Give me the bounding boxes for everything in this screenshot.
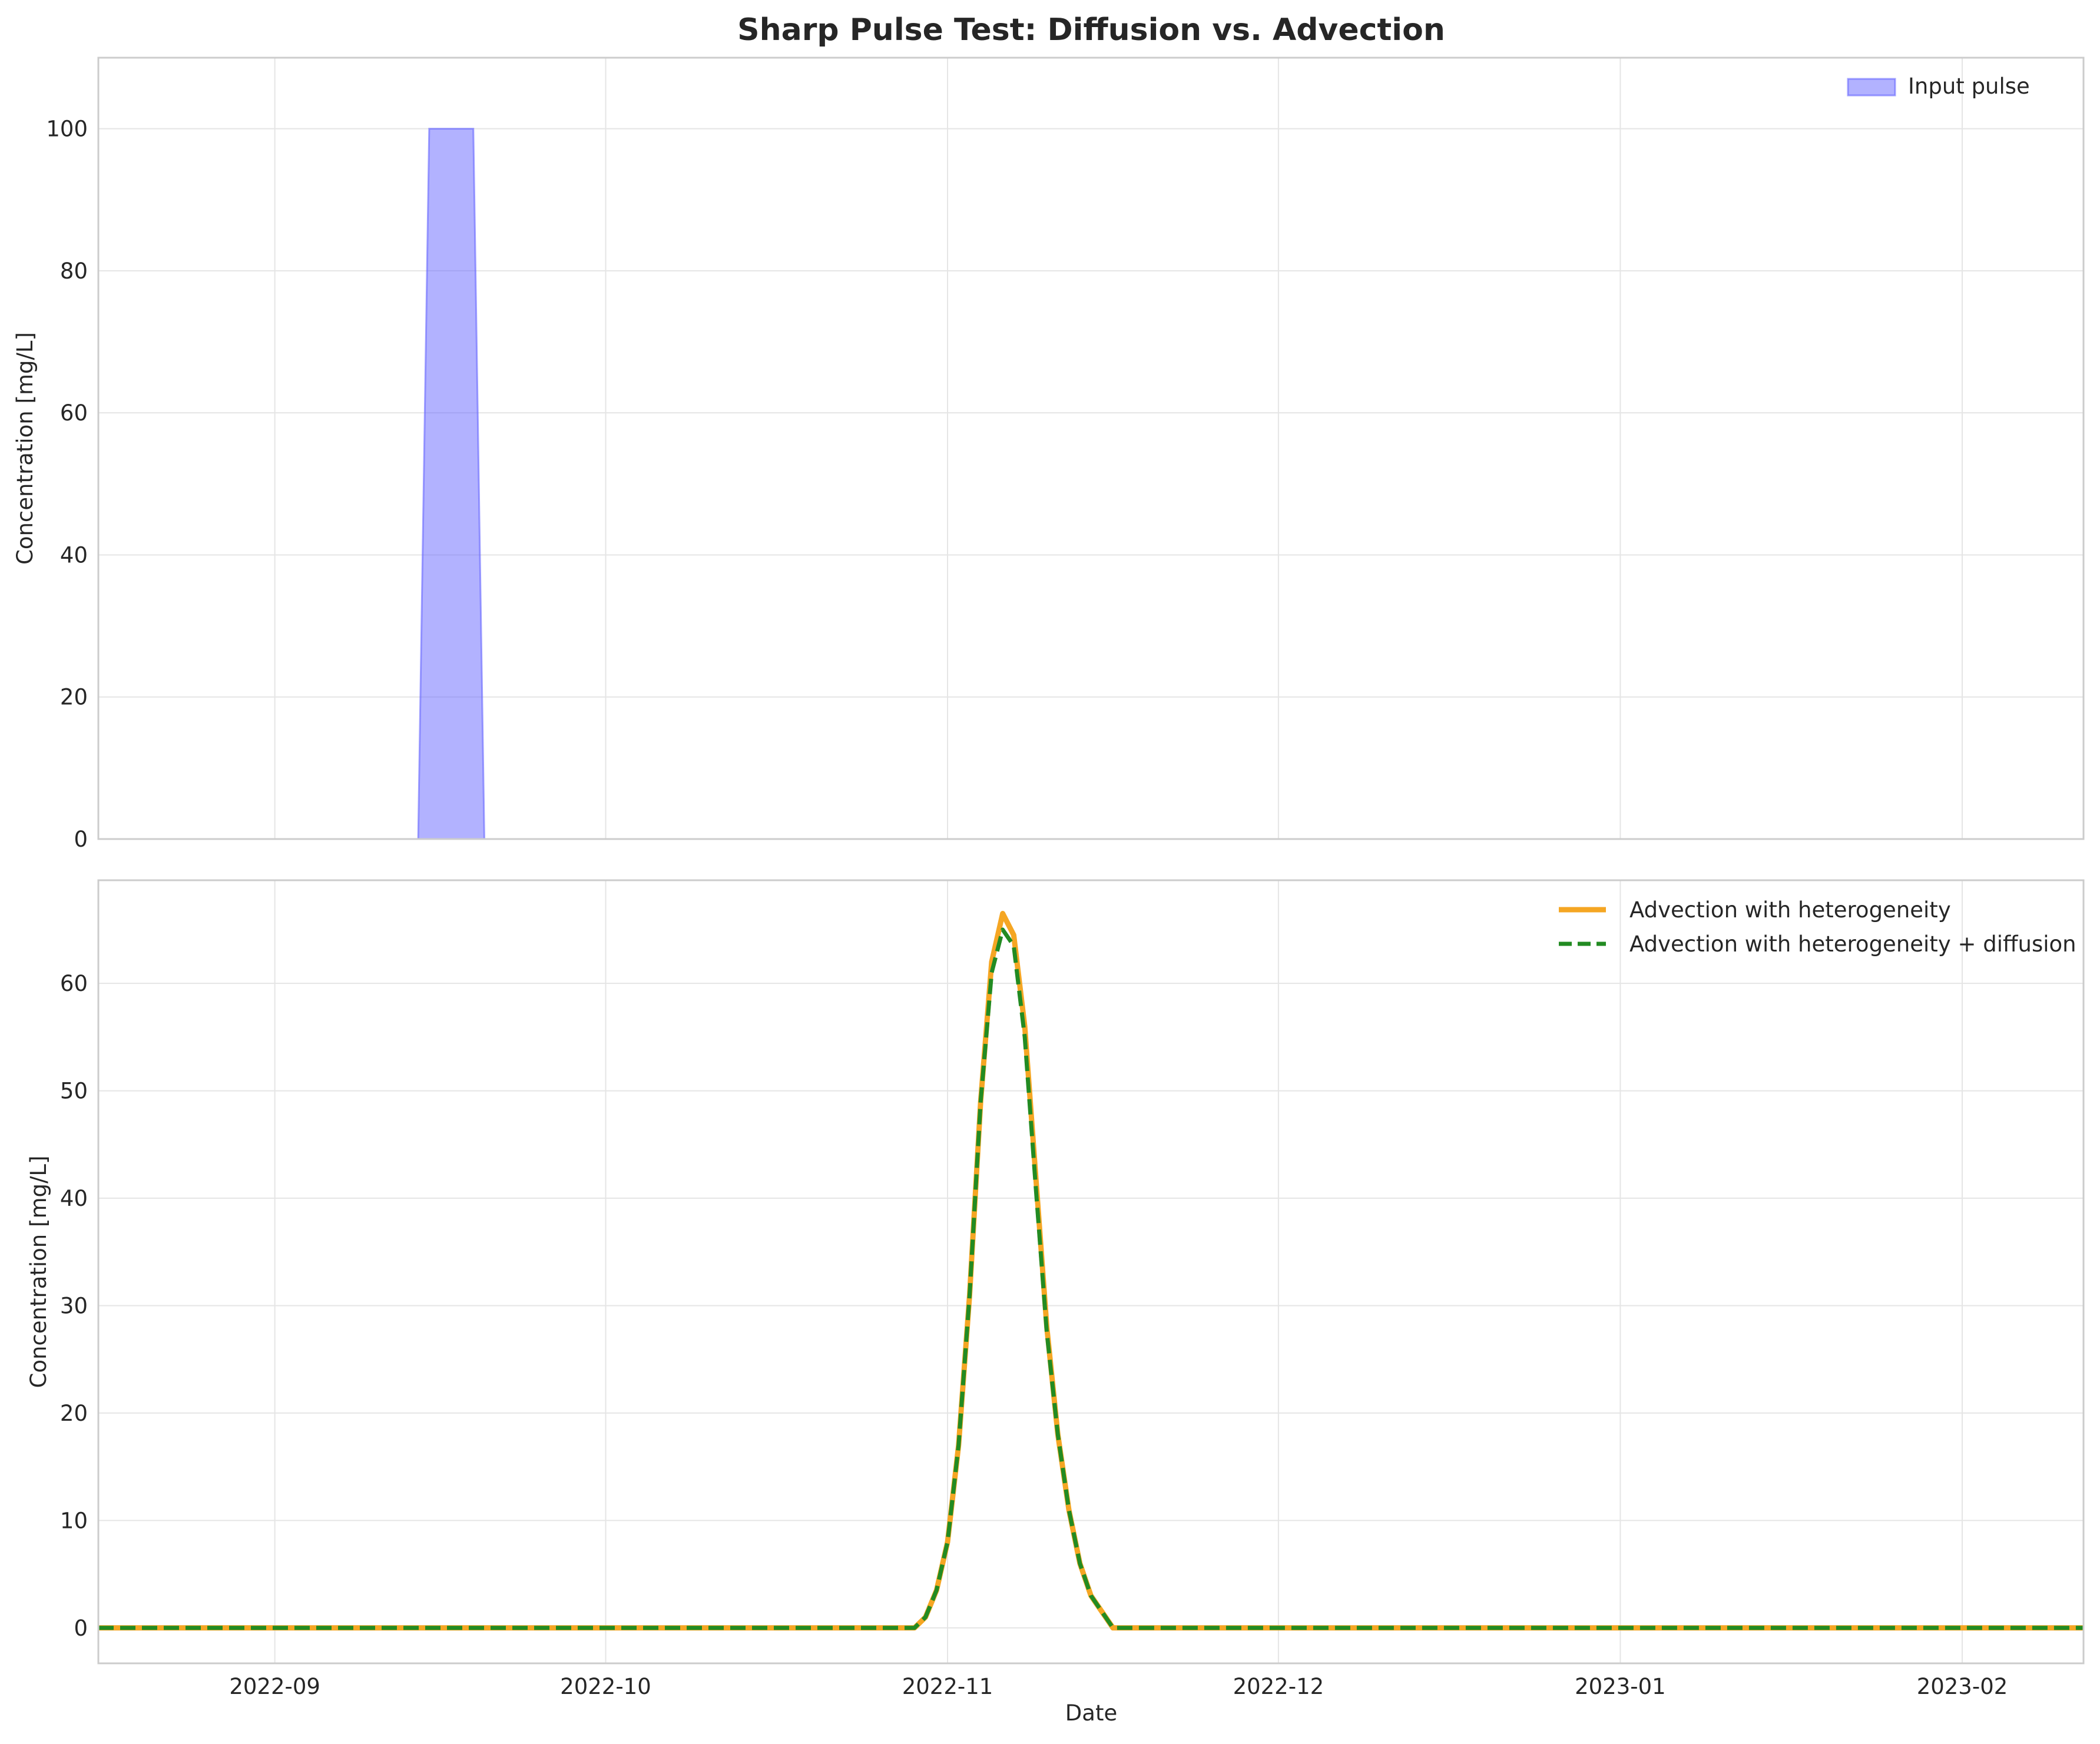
legend: Input pulse bbox=[1847, 74, 2030, 99]
legend-swatch bbox=[1847, 78, 1896, 97]
y-tick-label: 40 bbox=[60, 542, 88, 568]
x-tick-label: 2023-01 bbox=[1575, 1674, 1666, 1699]
y-tick-label: 50 bbox=[60, 1079, 88, 1104]
bottom-panel: 2022-09 2022-10 2022-11 2022-12 2023-01 2023-… bbox=[26, 879, 2085, 1699]
advection-diffusion-line bbox=[98, 927, 2084, 1630]
y-tick-label: 20 bbox=[60, 1401, 88, 1426]
x-tick-label: 2022-11 bbox=[902, 1674, 993, 1699]
y-tick-label: 100 bbox=[46, 117, 88, 142]
y-tick-label: 20 bbox=[60, 685, 88, 710]
x-tick-label: 2022-10 bbox=[560, 1674, 651, 1699]
y-axis-label: Concentration [mg/L] bbox=[12, 332, 38, 565]
legend: Advection with heterogeneity Advection wi… bbox=[1559, 897, 2076, 957]
y-tick-label: 80 bbox=[60, 258, 88, 284]
input-pulse-area bbox=[98, 128, 2084, 839]
x-tick-label: 2023-02 bbox=[1917, 1674, 2008, 1699]
y-tick-label: 40 bbox=[60, 1186, 88, 1211]
y-tick-label: 10 bbox=[60, 1508, 88, 1533]
plot-area bbox=[98, 911, 2084, 1631]
legend-label: Input pulse bbox=[1908, 74, 2030, 99]
y-axis-label: Concentration [mg/L] bbox=[26, 1156, 51, 1388]
axes-frame bbox=[97, 879, 2085, 1665]
y-tick-label: 0 bbox=[74, 1616, 88, 1641]
x-axis-label: Date bbox=[1065, 1700, 1117, 1726]
x-tick-label: 2022-12 bbox=[1233, 1674, 1324, 1699]
y-tick-label: 0 bbox=[74, 827, 88, 852]
chart-title: Sharp Pulse Test: Diffusion vs. Advectio… bbox=[737, 12, 1445, 48]
y-tick-label: 30 bbox=[60, 1293, 88, 1318]
y-tick-label: 60 bbox=[60, 400, 88, 426]
x-tick-label: 2022-09 bbox=[229, 1674, 320, 1699]
top-panel: 0 20 40 60 80 100 Concentration [mg/L] Input pu… bbox=[12, 57, 2085, 852]
y-tick-label: 60 bbox=[60, 971, 88, 996]
legend-label: Advection with heterogeneity bbox=[1629, 897, 1951, 923]
legend-label: Advection with heterogeneity + diffusion bbox=[1629, 931, 2076, 957]
axes-frame bbox=[97, 57, 2085, 840]
plot-area bbox=[98, 128, 2084, 839]
